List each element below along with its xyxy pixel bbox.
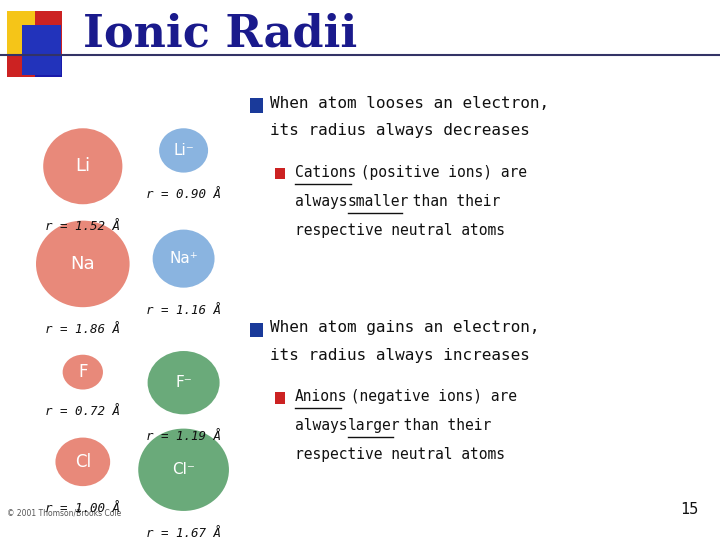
Text: r = 1.00 Å: r = 1.00 Å xyxy=(45,502,120,515)
Ellipse shape xyxy=(43,129,122,204)
Text: Na⁺: Na⁺ xyxy=(169,251,198,266)
FancyBboxPatch shape xyxy=(250,322,263,338)
FancyBboxPatch shape xyxy=(250,98,263,113)
Text: r = 1.67 Å: r = 1.67 Å xyxy=(146,527,221,540)
Text: Cations: Cations xyxy=(295,165,356,180)
Text: (negative ions) are: (negative ions) are xyxy=(342,389,517,404)
Text: r = 1.19 Å: r = 1.19 Å xyxy=(146,430,221,443)
Text: Ionic Radii: Ionic Radii xyxy=(83,13,357,56)
Ellipse shape xyxy=(138,429,229,511)
Text: than their: than their xyxy=(395,418,491,433)
Text: 15: 15 xyxy=(680,502,698,517)
Text: © 2001 Thomson/Brooks Cole: © 2001 Thomson/Brooks Cole xyxy=(7,508,122,517)
Text: always: always xyxy=(295,194,356,208)
FancyBboxPatch shape xyxy=(22,25,61,75)
Text: Li: Li xyxy=(75,157,91,176)
Ellipse shape xyxy=(63,355,103,389)
Text: When atom gains an electron,: When atom gains an electron, xyxy=(270,320,539,335)
FancyBboxPatch shape xyxy=(7,11,35,56)
Text: Li⁻: Li⁻ xyxy=(174,143,194,158)
Text: larger: larger xyxy=(348,418,400,433)
Text: than their: than their xyxy=(404,194,500,208)
Text: Na: Na xyxy=(71,255,95,273)
Text: smaller: smaller xyxy=(348,194,409,208)
Text: r = 1.86 Å: r = 1.86 Å xyxy=(45,323,120,336)
Text: r = 0.72 Å: r = 0.72 Å xyxy=(45,406,120,419)
FancyBboxPatch shape xyxy=(275,168,285,179)
Text: respective neutral atoms: respective neutral atoms xyxy=(295,222,505,238)
Text: r = 0.90 Å: r = 0.90 Å xyxy=(146,188,221,201)
Ellipse shape xyxy=(153,230,215,288)
Text: Anions: Anions xyxy=(295,389,348,404)
FancyBboxPatch shape xyxy=(7,56,35,77)
FancyBboxPatch shape xyxy=(35,11,62,56)
Text: Cl: Cl xyxy=(75,453,91,471)
Ellipse shape xyxy=(159,129,208,173)
Text: r = 1.16 Å: r = 1.16 Å xyxy=(146,303,221,316)
Ellipse shape xyxy=(36,221,130,307)
Text: its radius always decreases: its radius always decreases xyxy=(270,124,530,138)
Ellipse shape xyxy=(55,437,110,486)
Text: its radius always increases: its radius always increases xyxy=(270,348,530,363)
Text: Cl⁻: Cl⁻ xyxy=(172,462,195,477)
Text: (positive ions) are: (positive ions) are xyxy=(352,165,527,180)
Text: r = 1.52 Å: r = 1.52 Å xyxy=(45,220,120,233)
FancyBboxPatch shape xyxy=(35,56,62,77)
Text: F: F xyxy=(78,363,88,381)
Text: always: always xyxy=(295,418,356,433)
FancyBboxPatch shape xyxy=(275,392,285,404)
Text: respective neutral atoms: respective neutral atoms xyxy=(295,447,505,462)
Text: F⁻: F⁻ xyxy=(175,375,192,390)
Ellipse shape xyxy=(148,351,220,414)
Text: When atom looses an electron,: When atom looses an electron, xyxy=(270,96,549,111)
